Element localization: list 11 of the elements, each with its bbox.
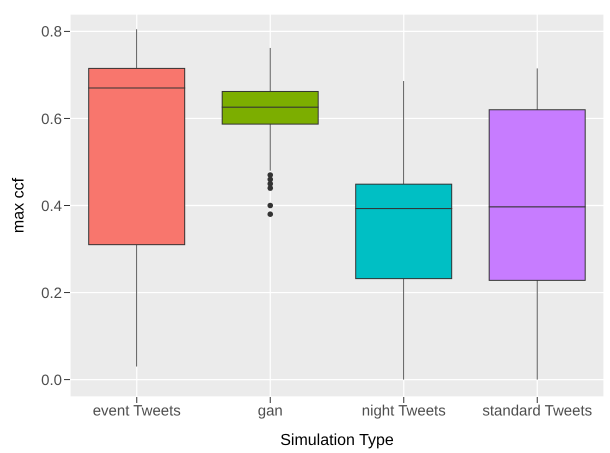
y-tick-label: 0.8 <box>41 24 62 41</box>
x-tick-label: gan <box>258 402 283 420</box>
y-tick-label: 0.4 <box>41 198 62 215</box>
x-tick-label: standard Tweets <box>482 402 592 420</box>
y-tick-label: 0.2 <box>41 284 62 302</box>
y-tick-label: 0.6 <box>41 110 62 128</box>
y-axis-title: max ccf <box>10 177 28 234</box>
y-tick-label: 0.0 <box>41 372 62 389</box>
x-tick-label: event Tweets <box>92 402 181 420</box>
x-tick-label: night Tweets <box>362 402 446 420</box>
x-axis-title: Simulation Type <box>280 432 394 449</box>
